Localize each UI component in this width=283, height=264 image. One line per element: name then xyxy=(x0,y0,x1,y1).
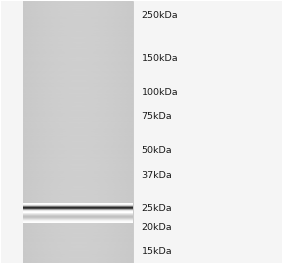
Text: 150kDa: 150kDa xyxy=(142,54,178,63)
Text: 37kDa: 37kDa xyxy=(142,171,172,180)
Text: 25kDa: 25kDa xyxy=(142,204,172,213)
Text: 50kDa: 50kDa xyxy=(142,146,172,155)
Text: 75kDa: 75kDa xyxy=(142,112,172,121)
Text: 250kDa: 250kDa xyxy=(142,11,178,20)
Text: 100kDa: 100kDa xyxy=(142,88,178,97)
Text: 15kDa: 15kDa xyxy=(142,247,172,256)
Text: 20kDa: 20kDa xyxy=(142,223,172,232)
